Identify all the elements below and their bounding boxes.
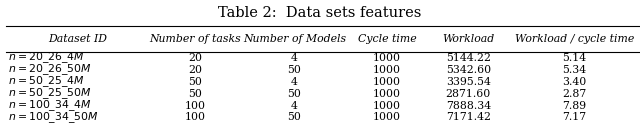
Text: 3395.54: 3395.54 (446, 77, 491, 87)
Text: 4: 4 (291, 53, 298, 63)
Text: 100: 100 (184, 101, 205, 111)
Text: Cycle time: Cycle time (358, 34, 417, 44)
Text: $n=100\_34\_4M$: $n=100\_34\_4M$ (8, 98, 92, 113)
Text: 1000: 1000 (373, 89, 401, 99)
Text: 5144.22: 5144.22 (445, 53, 491, 63)
Text: Table 2:  Data sets features: Table 2: Data sets features (218, 6, 422, 20)
Text: $n=20\_26\_50M$: $n=20\_26\_50M$ (8, 62, 92, 77)
Text: 2871.60: 2871.60 (445, 89, 491, 99)
Text: 20: 20 (188, 53, 202, 63)
Text: 50: 50 (287, 89, 301, 99)
Text: 50: 50 (188, 89, 202, 99)
Text: 1000: 1000 (373, 65, 401, 75)
Text: 7888.34: 7888.34 (445, 101, 491, 111)
Text: 7.17: 7.17 (562, 113, 586, 122)
Text: 1000: 1000 (373, 53, 401, 63)
Text: 4: 4 (291, 77, 298, 87)
Text: 1000: 1000 (373, 101, 401, 111)
Text: Workload / cycle time: Workload / cycle time (515, 34, 634, 44)
Text: 4: 4 (291, 101, 298, 111)
Text: 5342.60: 5342.60 (445, 65, 491, 75)
Text: 5.34: 5.34 (562, 65, 586, 75)
Text: 7171.42: 7171.42 (445, 113, 491, 122)
Text: 7.89: 7.89 (562, 101, 586, 111)
Text: 2.87: 2.87 (562, 89, 586, 99)
Text: $n=50\_25\_50M$: $n=50\_25\_50M$ (8, 86, 92, 101)
Text: $n=100\_34\_50M$: $n=100\_34\_50M$ (8, 110, 99, 125)
Text: 1000: 1000 (373, 77, 401, 87)
Text: $n=20\_26\_4M$: $n=20\_26\_4M$ (8, 50, 84, 65)
Text: Workload: Workload (442, 34, 494, 44)
Text: 20: 20 (188, 65, 202, 75)
Text: 50: 50 (188, 77, 202, 87)
Text: 5.14: 5.14 (562, 53, 586, 63)
Text: 50: 50 (287, 113, 301, 122)
Text: 1000: 1000 (373, 113, 401, 122)
Text: Dataset ID: Dataset ID (48, 34, 107, 44)
Text: Number of Models: Number of Models (243, 34, 346, 44)
Text: 100: 100 (184, 113, 205, 122)
Text: $n=50\_25\_4M$: $n=50\_25\_4M$ (8, 74, 84, 89)
Text: Number of tasks: Number of tasks (149, 34, 241, 44)
Text: 50: 50 (287, 65, 301, 75)
Text: 3.40: 3.40 (562, 77, 586, 87)
